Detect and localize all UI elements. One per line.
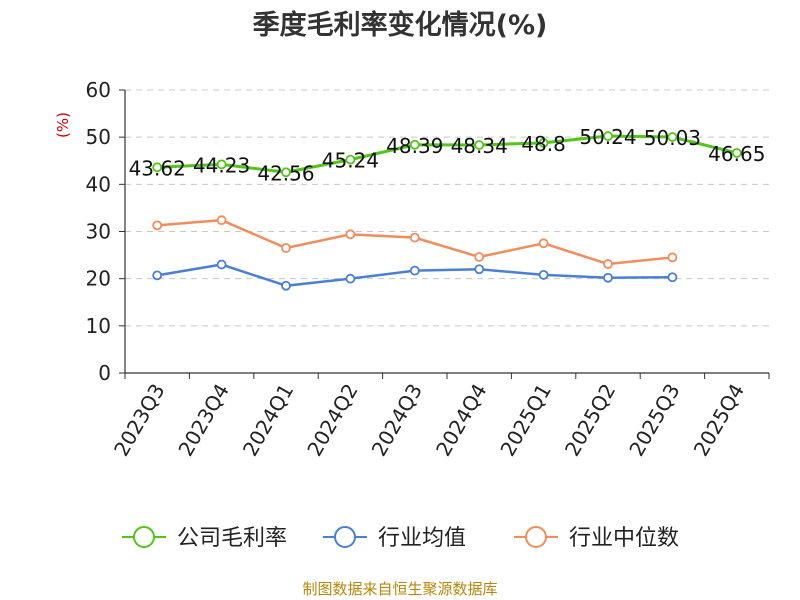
data-point: [281, 167, 291, 178]
data-point: [538, 137, 549, 148]
data-point: [603, 131, 613, 141]
data-label: 46.65: [708, 142, 765, 166]
legend-label: 行业均值: [378, 526, 466, 551]
x-tick-label: 2024Q3: [367, 380, 427, 461]
data-point: [538, 269, 549, 280]
data-label: 50.03: [644, 126, 701, 150]
y-tick-label: 50: [86, 125, 111, 149]
data-point: [345, 229, 356, 240]
data-point: [152, 162, 163, 173]
x-tick-label: 2025Q4: [689, 380, 749, 461]
data-point: [345, 154, 356, 165]
data-point: [216, 215, 227, 226]
legend-marker: [133, 526, 155, 548]
data-point: [152, 220, 163, 231]
x-tick-label: 2024Q1: [238, 380, 298, 461]
data-point: [538, 238, 549, 249]
y-tick-label: 30: [86, 220, 111, 244]
data-point: [667, 252, 678, 263]
series-line: [157, 134, 738, 174]
y-tick-label: 40: [86, 172, 111, 196]
y-axis-label: (%): [54, 112, 72, 138]
data-point: [409, 265, 420, 276]
data-label: 50.24: [579, 125, 636, 149]
x-tick-label: 2025Q3: [624, 380, 684, 461]
data-label: 48.39: [386, 134, 443, 158]
data-point: [667, 272, 678, 283]
data-label: 44.23: [193, 153, 250, 177]
data-point: [474, 264, 485, 275]
x-tick-label: 2023Q4: [173, 380, 233, 461]
data-label: 43.62: [129, 156, 186, 180]
data-point: [281, 280, 291, 291]
data-point: [603, 259, 613, 269]
data-label: 45.24: [322, 149, 379, 173]
data-point: [474, 252, 485, 262]
data-point: [281, 243, 291, 253]
x-tick-label: 2025Q2: [560, 380, 620, 461]
data-label: 42.56: [257, 161, 314, 185]
x-tick-label: 2025Q1: [495, 380, 555, 461]
legend-label: 公司毛利率: [177, 526, 287, 551]
legend-marker: [334, 526, 356, 548]
legend: 公司毛利率 行业均值 行业中位数: [122, 526, 679, 551]
y-tick-label: 20: [86, 267, 111, 291]
data-point: [216, 259, 227, 270]
x-tick-label: 2024Q4: [431, 380, 491, 461]
data-point: [409, 139, 420, 150]
data-point: [409, 232, 420, 243]
data-point: [603, 272, 613, 283]
data-point: [216, 159, 227, 170]
y-tick-label: 0: [98, 361, 111, 385]
legend-marker: [525, 526, 547, 548]
data-point: [731, 148, 742, 158]
legend-label: 行业中位数: [569, 526, 679, 551]
data-point: [345, 273, 356, 284]
series-group: [152, 131, 742, 291]
data-point: [152, 270, 163, 281]
data-label: 48.34: [451, 134, 508, 158]
x-tick-label: 2024Q2: [302, 380, 362, 461]
y-tick-label: 60: [86, 78, 111, 102]
data-label: 48.8: [521, 132, 566, 156]
source-note: 制图数据来自恒生聚源数据库: [302, 580, 497, 598]
grid-lines: [125, 89, 769, 327]
y-tick-label: 10: [86, 314, 111, 338]
data-point: [667, 132, 678, 142]
x-tick-label: 2023Q3: [109, 380, 169, 461]
data-point: [474, 140, 485, 150]
chart-title: 季度毛利率变化情况(%): [253, 9, 548, 41]
data-labels: 43.62 44.23 42.56 45.24 48.39 48.34 48.8 50.24 5…: [129, 125, 766, 185]
